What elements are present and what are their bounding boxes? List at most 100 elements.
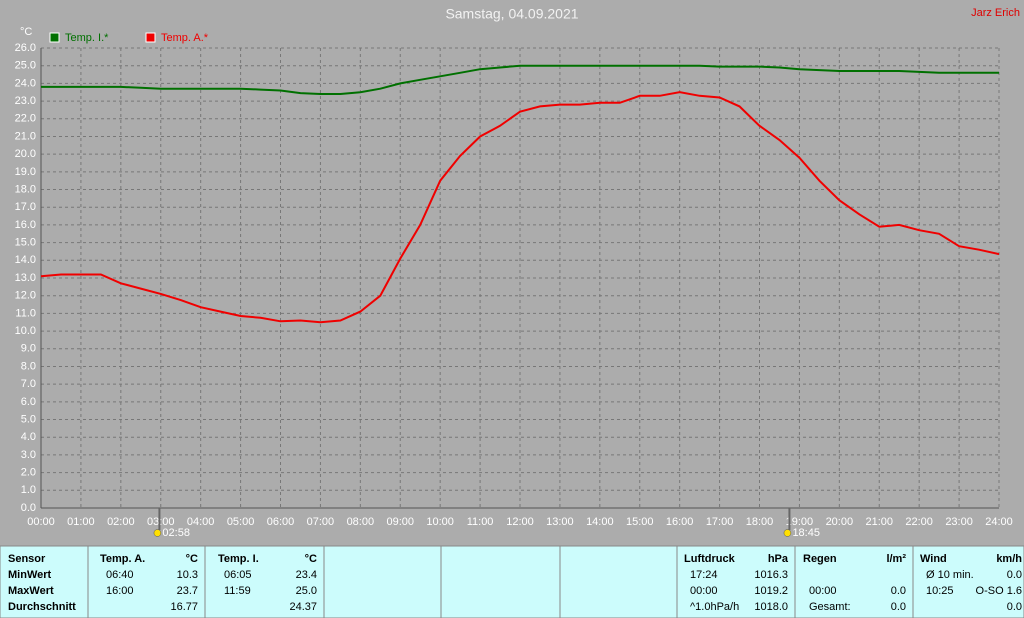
- y-tick-label: 6.0: [21, 396, 36, 408]
- table-cell: Ø 10 min.: [926, 569, 974, 581]
- y-tick-label: 14.0: [15, 254, 36, 266]
- legend-swatch: [145, 32, 156, 43]
- table-header: Luftdruck: [684, 553, 736, 565]
- stats-table: Sensor Temp. A. °C Temp. I. °C Luftdruck hPa Re…: [0, 545, 1024, 618]
- table-cell: Durchschnitt: [8, 601, 76, 613]
- table-header: l/m²: [886, 553, 906, 565]
- table-cell: 23.7: [177, 585, 198, 597]
- x-tick-label: 19:00: [786, 516, 814, 528]
- table-cell: 0.0: [891, 601, 906, 613]
- table-header: km/h: [996, 553, 1022, 565]
- table-cell: 16.77: [170, 601, 198, 613]
- table-cell: MinWert: [8, 569, 52, 581]
- table-header: Regen: [803, 553, 837, 565]
- table-cell: 24.37: [289, 601, 317, 613]
- y-tick-label: 24.0: [15, 77, 36, 89]
- table-cell: 1019.2: [754, 585, 788, 597]
- x-tick-label: 04:00: [187, 516, 215, 528]
- table-cell: 25.0: [296, 585, 317, 597]
- author: Jarz Erich: [971, 7, 1020, 19]
- annotation-label: 02:58: [162, 527, 190, 539]
- table-cell: 17:24: [690, 569, 718, 581]
- x-tick-label: 03:00: [147, 516, 175, 528]
- y-tick-label: 4.0: [21, 431, 36, 443]
- table-cell: 06:40: [106, 569, 134, 581]
- y-tick-label: 22.0: [15, 113, 36, 125]
- y-tick-label: 18.0: [15, 183, 36, 195]
- y-tick-label: 7.0: [21, 378, 36, 390]
- y-tick-label: 3.0: [21, 449, 36, 461]
- y-tick-label: 26.0: [15, 42, 36, 54]
- table-cell: 00:00: [690, 585, 718, 597]
- table-cell: 10.3: [177, 569, 198, 581]
- table-background: [0, 545, 1024, 618]
- x-tick-label: 17:00: [706, 516, 734, 528]
- legend-label: Temp. I.*: [65, 32, 109, 44]
- y-tick-label: 16.0: [15, 219, 36, 231]
- series-line: [41, 64, 999, 95]
- sun-icon: [783, 529, 792, 537]
- x-tick-label: 16:00: [666, 516, 694, 528]
- x-tick-label: 02:00: [107, 516, 135, 528]
- y-tick-label: 19.0: [15, 166, 36, 178]
- y-tick-label: 21.0: [15, 130, 36, 142]
- x-tick-label: 22:00: [905, 516, 933, 528]
- y-tick-label: 5.0: [21, 413, 36, 425]
- table-cell: 10:25: [926, 585, 954, 597]
- x-tick-label: 24:00: [985, 516, 1013, 528]
- table-header: °C: [186, 553, 198, 565]
- x-tick-label: 05:00: [227, 516, 255, 528]
- y-tick-label: 15.0: [15, 237, 36, 249]
- x-tick-label: 15:00: [626, 516, 654, 528]
- y-tick-label: 13.0: [15, 272, 36, 284]
- table-header: hPa: [768, 553, 789, 565]
- table-cell: Gesamt:: [809, 601, 851, 613]
- table-cell: 11:59: [224, 585, 251, 597]
- table-cell: 1016.3: [754, 569, 788, 581]
- y-tick-label: 17.0: [15, 201, 36, 213]
- x-tick-label: 09:00: [386, 516, 414, 528]
- table-cell: 06:05: [224, 569, 252, 581]
- annotation-label: 18:45: [792, 527, 820, 539]
- table-cell: 0.0: [891, 585, 906, 597]
- table-cell: ^1.0hPa/h: [690, 601, 739, 613]
- x-tick-label: 13:00: [546, 516, 574, 528]
- x-tick-label: 20:00: [826, 516, 854, 528]
- table-cell: 16:00: [106, 585, 134, 597]
- x-tick-label: 12:00: [506, 516, 534, 528]
- table-cell: 1018.0: [754, 601, 788, 613]
- x-tick-label: 11:00: [467, 516, 494, 528]
- table-cell: 0.0: [1007, 601, 1022, 613]
- x-tick-label: 21:00: [865, 516, 893, 528]
- y-tick-label: 9.0: [21, 343, 36, 355]
- table-header: Temp. I.: [218, 553, 259, 565]
- y-tick-label: 12.0: [15, 290, 36, 302]
- y-tick-label: 8.0: [21, 360, 36, 372]
- y-tick-label: 11.0: [15, 307, 36, 319]
- x-tick-label: 23:00: [945, 516, 973, 528]
- legend-swatch: [49, 32, 60, 43]
- y-unit: °C: [20, 26, 32, 38]
- x-tick-label: 07:00: [307, 516, 335, 528]
- x-tick-label: 14:00: [586, 516, 614, 528]
- x-tick-label: 10:00: [426, 516, 454, 528]
- y-tick-label: 23.0: [15, 95, 36, 107]
- table-cell: 23.4: [296, 569, 317, 581]
- x-tick-label: 08:00: [347, 516, 375, 528]
- y-tick-label: 20.0: [15, 148, 36, 160]
- table-cell: 0.0: [1007, 569, 1022, 581]
- table-cell: MaxWert: [8, 585, 54, 597]
- chart-title: Samstag, 04.09.2021: [445, 6, 578, 22]
- y-tick-label: 25.0: [15, 60, 36, 72]
- table-header: Wind: [920, 553, 947, 565]
- y-tick-label: 2.0: [21, 467, 36, 479]
- table-cell: O-SO 1.6: [976, 585, 1022, 597]
- table-header: Temp. A.: [100, 553, 145, 565]
- x-tick-label: 00:00: [27, 516, 55, 528]
- y-tick-label: 10.0: [15, 325, 36, 337]
- series-line: [40, 91, 1000, 324]
- y-tick-label: 1.0: [21, 484, 36, 496]
- table-cell: 00:00: [809, 585, 837, 597]
